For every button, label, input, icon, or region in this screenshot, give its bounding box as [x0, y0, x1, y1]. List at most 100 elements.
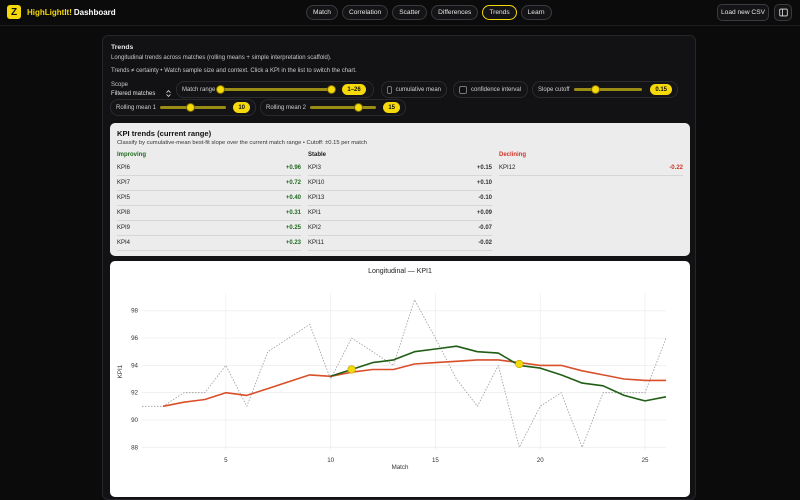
rolling-mean-1-control: Rolling mean 1 10 — [110, 99, 256, 116]
tab-learn[interactable]: Learn — [520, 5, 552, 20]
y-tick-label: 94 — [131, 362, 138, 369]
x-tick-label: 10 — [327, 457, 334, 464]
kpi-slope-value: +0.72 — [285, 180, 301, 186]
kpi-slope-value: -0.02 — [478, 240, 492, 246]
tab-scatter[interactable]: Scatter — [392, 5, 428, 20]
kpi-name: KPI1 — [308, 210, 322, 216]
confidence-interval-checkbox[interactable] — [459, 85, 467, 94]
kpi-row-kpi5[interactable]: KPI5 +0.40 — [117, 191, 301, 206]
rolling-mean-2-thumb[interactable] — [354, 103, 364, 112]
declining-column: Declining KPI12 -0.22 — [499, 152, 683, 176]
slope-cutoff-thumb[interactable] — [590, 85, 600, 94]
kpi-name: KPI8 — [117, 210, 131, 216]
confidence-interval-toggle[interactable]: confidence interval — [453, 81, 528, 98]
scope-select[interactable]: Filtered matches — [111, 89, 173, 98]
longitudinal-chart: 88 90 92 94 96 98 5 10 15 20 25 Longitudinal — KPI1… — [117, 268, 667, 471]
improving-heading: Improving — [117, 152, 147, 158]
y-tick-label: 98 — [131, 308, 138, 315]
scope-select-value: Filtered matches — [111, 90, 156, 97]
rolling-mean-2-track[interactable] — [310, 103, 377, 112]
match-range-value: 1–26 — [342, 84, 366, 95]
x-tick-label: 5 — [224, 457, 228, 464]
kpi-slope-value: +0.09 — [476, 210, 492, 216]
y-tick-label: 88 — [131, 444, 138, 451]
kpi-trends-subtitle: Classify by cumulative-mean best-fit slo… — [117, 140, 367, 146]
kpi-slope-value: +0.25 — [285, 225, 301, 231]
match-range-label: Match range — [182, 86, 216, 93]
match-range-end-thumb[interactable] — [327, 85, 337, 94]
chart-title: Longitudinal — KPI1 — [368, 268, 432, 275]
kpi-name: KPI3 — [308, 165, 322, 171]
match-range-control: Match range 1–26 — [176, 81, 374, 98]
kpi-row-kpi6[interactable]: KPI6 +0.96 — [117, 161, 301, 176]
slope-cutoff-label: Slope cutoff — [538, 86, 570, 93]
kpi-row-kpi1[interactable]: KPI1 +0.09 — [308, 206, 492, 221]
confidence-interval-label: confidence interval — [471, 86, 522, 93]
kpi-name: KPI6 — [117, 165, 131, 171]
app-title-highlight: HighLightIt! — [27, 7, 72, 17]
improving-column: Improving KPI6 +0.96 KPI7 +0.72 KPI5 +0.40 KPI… — [117, 152, 301, 251]
y-tick-label: 90 — [131, 417, 138, 424]
tab-correlation[interactable]: Correlation — [341, 5, 389, 20]
scope-label: Scope — [111, 82, 129, 88]
kpi-row-kpi11[interactable]: KPI11 -0.02 — [308, 236, 492, 251]
nav-tabs: Match Correlation Scatter Differences Tr… — [306, 5, 552, 20]
rolling-mean-1-track[interactable] — [160, 103, 227, 112]
stable-column: Stable KPI3 +0.15 KPI10 +0.10 KPI13 -0.10 KPI1… — [308, 152, 492, 251]
rolling-mean-1-thumb[interactable] — [186, 103, 196, 112]
cumulative-mean-checkbox[interactable] — [387, 85, 392, 94]
cumulative-mean-label: cumulative mean — [395, 86, 441, 93]
kpi-slope-value: +0.96 — [285, 165, 301, 171]
kpi-row-kpi13[interactable]: KPI13 -0.10 — [308, 191, 492, 206]
kpi-row-kpi2[interactable]: KPI2 -0.07 — [308, 221, 492, 236]
tab-trends[interactable]: Trends — [482, 5, 517, 20]
kpi-trends-card: KPI trends (current range) Classify by c… — [110, 123, 690, 256]
kpi-row-kpi7[interactable]: KPI7 +0.72 — [117, 176, 301, 191]
y-tick-label: 92 — [131, 390, 138, 397]
stable-heading: Stable — [308, 152, 327, 158]
highlight-marker — [515, 359, 524, 369]
kpi-slope-value: +0.23 — [285, 240, 301, 246]
kpi-slope-value: +0.31 — [285, 210, 301, 216]
top-bar: Z HighLightIt! Dashboard Match Correlatio… — [0, 0, 800, 26]
logo-icon: Z — [7, 5, 21, 19]
panel-icon — [778, 8, 788, 17]
load-csv-button[interactable]: Load new CSV — [717, 4, 769, 21]
app-title: HighLightIt! Dashboard — [27, 8, 116, 17]
kpi-slope-value: -0.22 — [669, 165, 683, 171]
kpi-name: KPI9 — [117, 225, 131, 231]
cumulative-mean-line — [162, 359, 666, 408]
panel-title: Trends — [111, 44, 134, 51]
kpi-row-kpi12[interactable]: KPI12 -0.22 — [499, 161, 683, 176]
kpi-row-kpi3[interactable]: KPI3 +0.15 — [308, 161, 492, 176]
kpi-name: KPI2 — [308, 225, 322, 231]
app-title-rest: Dashboard — [73, 7, 116, 17]
kpi-name: KPI4 — [117, 240, 131, 246]
kpi-name: KPI13 — [308, 195, 325, 201]
kpi-row-kpi10[interactable]: KPI10 +0.10 — [308, 176, 492, 191]
tab-match[interactable]: Match — [306, 5, 338, 20]
kpi-trends-title: KPI trends (current range) — [117, 129, 212, 138]
match-range-start-thumb[interactable] — [216, 85, 226, 94]
kpi-row-kpi8[interactable]: KPI8 +0.31 — [117, 206, 301, 221]
rolling-mean-line — [330, 345, 667, 402]
slope-cutoff-value: 0.15 — [650, 84, 672, 95]
tab-differences[interactable]: Differences — [431, 5, 479, 20]
trends-panel: Trends Longitudinal trends across matche… — [102, 35, 696, 500]
kpi-name: KPI10 — [308, 180, 325, 186]
panel-toggle-button[interactable] — [774, 4, 792, 21]
highlight-marker — [347, 365, 356, 374]
slope-cutoff-control: Slope cutoff 0.15 — [532, 81, 678, 98]
kpi-name: KPI12 — [499, 165, 516, 171]
cumulative-mean-toggle[interactable]: cumulative mean — [381, 81, 447, 98]
match-range-track[interactable] — [216, 85, 337, 94]
kpi-name: KPI7 — [117, 180, 131, 186]
kpi-slope-value: +0.40 — [285, 195, 301, 201]
rolling-mean-1-value: 10 — [233, 102, 250, 113]
kpi-row-kpi4[interactable]: KPI4 +0.23 — [117, 236, 301, 251]
slope-cutoff-track[interactable] — [573, 85, 643, 94]
kpi-row-kpi9[interactable]: KPI9 +0.25 — [117, 221, 301, 236]
declining-heading: Declining — [499, 152, 527, 158]
updown-chevron-icon — [166, 90, 171, 97]
x-axis-label: Match — [392, 464, 409, 471]
